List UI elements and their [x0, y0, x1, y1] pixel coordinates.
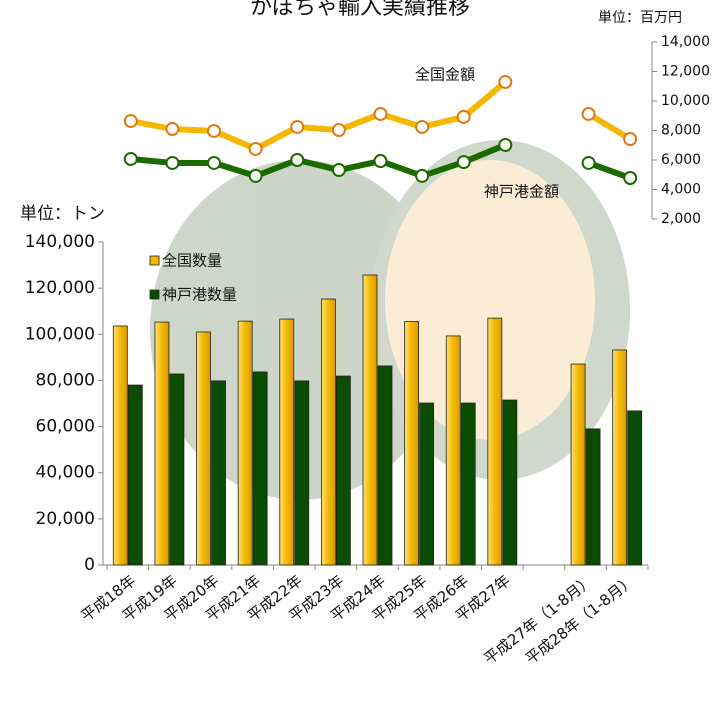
y2-tick-label: 6,000 — [661, 152, 701, 168]
bar — [170, 374, 184, 565]
y2-tick-label: 12,000 — [661, 64, 710, 80]
point — [624, 172, 636, 184]
bar — [113, 326, 127, 565]
bar — [405, 322, 419, 565]
y-tick-label: 100,000 — [25, 324, 95, 344]
legend-swatch — [150, 256, 159, 265]
point — [375, 108, 387, 120]
bar — [571, 364, 585, 565]
point — [499, 139, 511, 151]
point — [333, 164, 345, 176]
bar — [212, 381, 226, 565]
y-tick-label: 120,000 — [25, 278, 95, 298]
point — [333, 124, 345, 136]
bar — [238, 321, 252, 565]
bar — [363, 275, 377, 565]
line-label: 神戸港金額 — [484, 183, 559, 201]
point — [291, 121, 303, 133]
point — [250, 170, 262, 182]
y-unit-label: 単位：トン — [20, 204, 105, 224]
bar — [488, 318, 502, 565]
legend-label: 神戸港数量 — [162, 286, 237, 304]
y2-tick-label: 14,000 — [661, 34, 710, 50]
bar — [446, 336, 460, 565]
legend-swatch — [150, 290, 159, 299]
point — [458, 156, 470, 168]
point — [125, 115, 137, 127]
y2-tick-label: 4,000 — [661, 182, 701, 198]
point — [499, 76, 511, 88]
y2-tick-label: 10,000 — [661, 93, 710, 109]
bar — [128, 385, 142, 565]
bar — [280, 319, 294, 565]
y2-unit-label: 単位：百万円 — [598, 10, 682, 26]
point — [291, 154, 303, 166]
bar — [420, 403, 434, 565]
bar — [461, 403, 475, 565]
bar — [321, 299, 335, 565]
chart: かぼちゃ輸入実績推移 単位：百万円 単位：トン 0 20,000 40,000 60,… — [0, 0, 725, 698]
point — [624, 133, 636, 145]
point — [583, 157, 595, 169]
bar — [613, 350, 627, 565]
point — [166, 123, 178, 135]
y2-tick-label: 8,000 — [661, 123, 701, 139]
y-tick-label: 40,000 — [36, 463, 95, 483]
point — [250, 143, 262, 155]
point — [583, 108, 595, 120]
bar — [295, 381, 309, 565]
point — [416, 170, 428, 182]
y-tick-label: 0 — [84, 555, 95, 575]
point — [458, 111, 470, 123]
y-tick-label: 140,000 — [25, 232, 95, 252]
y-tick-label: 20,000 — [36, 509, 95, 529]
point — [166, 157, 178, 169]
bar — [503, 400, 517, 565]
bar — [197, 332, 211, 565]
bar — [586, 429, 600, 565]
chart-title: かぼちゃ輸入実績推移 — [250, 0, 470, 20]
bar — [336, 376, 350, 565]
point — [125, 153, 137, 165]
bar — [378, 366, 392, 565]
y-tick-label: 60,000 — [36, 417, 95, 437]
y2-tick-label: 2,000 — [661, 211, 701, 227]
line-label: 全国金額 — [415, 66, 475, 84]
bar — [628, 411, 642, 565]
point — [208, 125, 220, 137]
bar — [155, 322, 169, 565]
point — [375, 155, 387, 167]
point — [416, 121, 428, 133]
bar — [253, 372, 267, 565]
point — [208, 157, 220, 169]
y-tick-label: 80,000 — [36, 370, 95, 390]
legend-label: 全国数量 — [162, 252, 222, 270]
